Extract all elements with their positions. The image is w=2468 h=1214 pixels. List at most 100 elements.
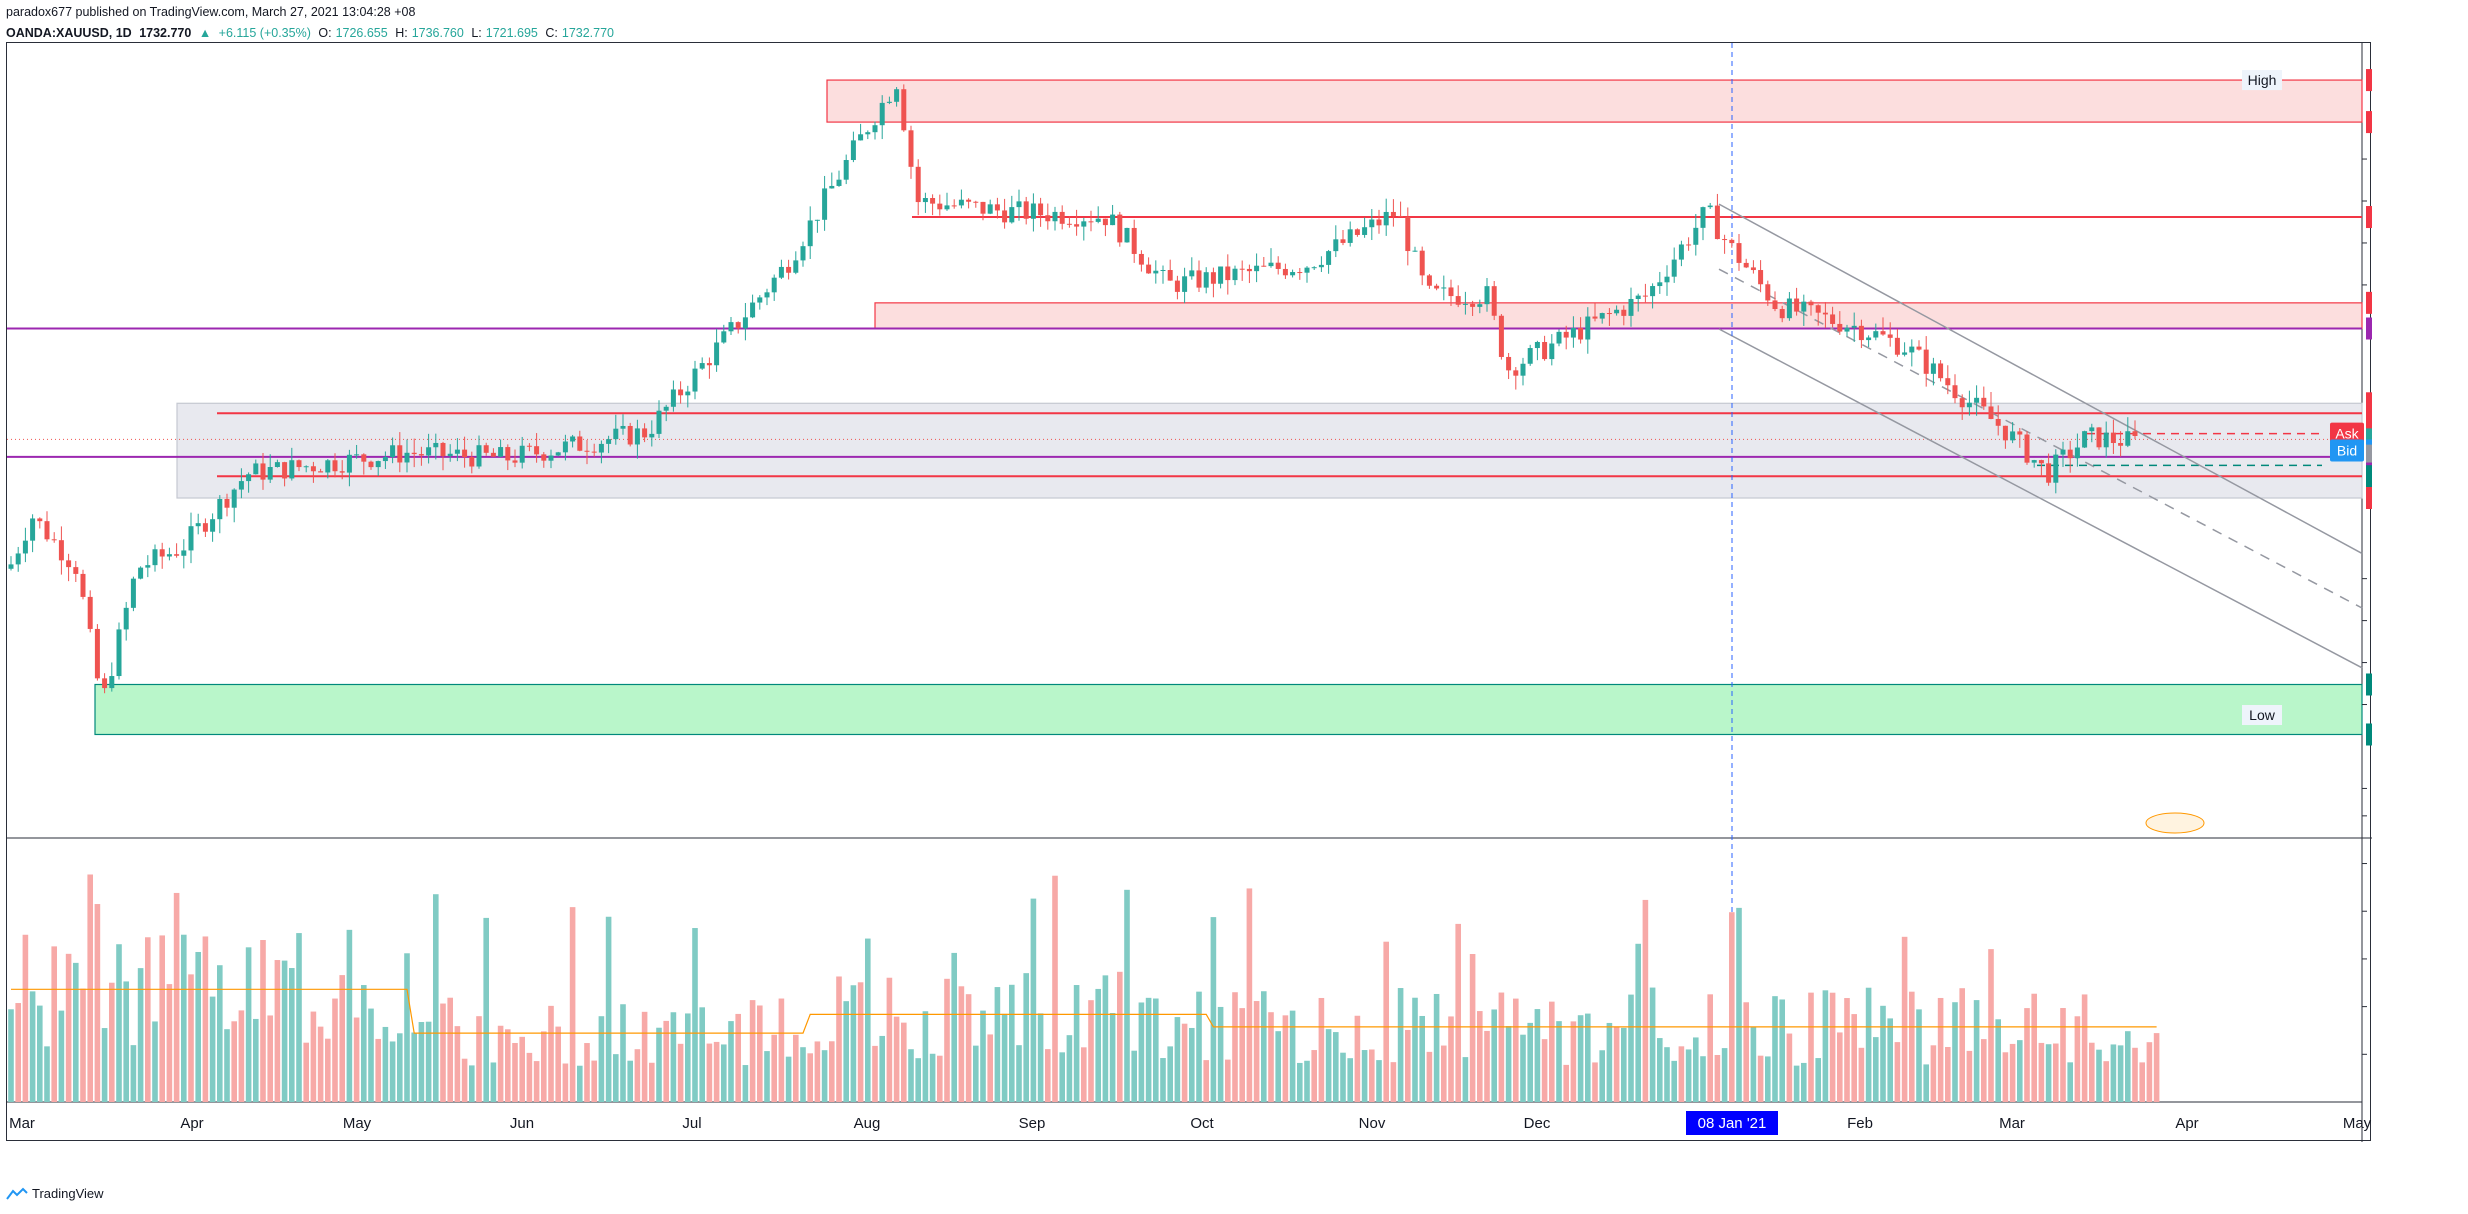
candle-body [598,443,604,453]
candle-body [1210,272,1216,284]
candle-body [1808,301,1814,306]
volume-bar [267,1015,273,1102]
candle-body [2031,460,2037,463]
volume-bar [1030,898,1037,1102]
price-tag-bg [2366,317,2372,340]
volume-bar [1153,998,1159,1102]
candle-body [2103,432,2109,448]
volume-bar [1685,1049,1692,1102]
ohlc-line: OANDA:XAUUSD, 1D 1732.770 ▲ +6.115 (+0.3… [6,23,618,44]
candle-body [1304,267,1310,273]
volume-bar [1405,1029,1411,1102]
candle-body [274,462,280,467]
volume-bar [879,1035,885,1102]
candle-body [742,317,748,329]
volume-bar [397,1033,403,1102]
candle-body [454,449,460,454]
volume-bar [2017,1040,2023,1102]
candle-body [1275,262,1281,269]
volume-bar [1297,1062,1303,1102]
high-marker: High2075.282 [2242,70,2282,91]
volume-bar [166,984,173,1102]
candle-body [447,453,453,457]
candle-body [1556,331,1562,344]
candle-body [1700,207,1706,228]
volume-bar [29,991,36,1102]
candle-body [1311,267,1317,269]
candle-body [901,89,907,131]
volume-bar [778,998,785,1102]
volume-bar [562,1063,569,1102]
candle-body [87,596,93,629]
candle-body [66,560,72,568]
publisher-line: paradox677 published on TradingView.com,… [6,5,416,19]
volume-bar [1340,1052,1346,1102]
volume-bar [994,987,1001,1102]
volume-bar [325,1038,331,1102]
volume-bar [1959,988,1965,1102]
volume-bar [706,1043,713,1102]
candle-body [2110,432,2116,444]
volume-bar [1865,987,1872,1102]
candle-body [1952,385,1958,399]
volume-bar [1822,990,1829,1102]
volume-bar [1189,1027,1195,1102]
candle-body [1585,316,1591,340]
volume-bar [1390,1062,1397,1102]
candle-body [1772,300,1778,309]
candle-body [1959,398,1965,408]
chart-frame[interactable]: 2120.0002000.0001960.0001920.0001880.000… [6,42,2372,1142]
volume-bar [965,994,972,1102]
volume-bar [2103,1061,2109,1102]
volume-bar [1261,991,1267,1102]
volume-bar [893,1016,900,1102]
candle-body [980,201,986,214]
candle-body [663,406,669,411]
volume-bar [2153,1033,2160,1102]
ask-label: Ask [2335,426,2359,442]
candle-body [836,179,842,186]
candle-body [1916,346,1922,350]
crosshair-date-bg [1686,1111,1778,1135]
volume-bar [2117,1045,2124,1102]
last-price: 1732.770 [139,26,192,40]
candle-body [1347,229,1353,243]
volume-bar [641,1011,648,1102]
volume-bar [418,1022,425,1102]
candle-body [1527,348,1533,364]
symbol-label[interactable]: OANDA:XAUUSD, 1D [6,26,132,40]
open-label: O: [318,26,332,40]
volume-bar [735,1013,741,1102]
volume-bar [1131,1050,1137,1102]
candle-body [188,526,194,551]
chart-canvas[interactable]: 2120.0002000.0001960.0001920.0001880.000… [7,43,2372,1142]
candle-body [382,456,388,462]
candle-body [1174,280,1180,292]
flag-icon [2145,812,2205,834]
volume-bar [922,1011,929,1102]
footer-brand[interactable]: TradingView [32,1186,104,1201]
candle-body [1966,402,1972,408]
volume-bar [1059,1052,1065,1102]
candle-body [1426,275,1432,286]
volume-bar [1592,1062,1598,1102]
volume-bar [159,935,165,1102]
volume-bar [901,1022,907,1102]
volume-bar [980,1010,986,1102]
candle-body [1009,207,1015,223]
candle-body [375,461,381,468]
candle-body [1066,223,1072,225]
candle-body [1520,363,1526,376]
volume-bar [1448,1016,1454,1102]
volume-bar [1102,975,1109,1102]
candle-body [1549,343,1555,360]
candle-body [145,565,151,568]
candle-body [1714,205,1720,240]
candle-body [181,550,187,556]
volume-bar [1275,1031,1281,1102]
candle-body [469,457,475,467]
chart-header: paradox677 published on TradingView.com,… [6,2,618,44]
candle-body [807,220,813,247]
volume-bar [1505,1026,1512,1102]
candle-body [282,462,288,479]
